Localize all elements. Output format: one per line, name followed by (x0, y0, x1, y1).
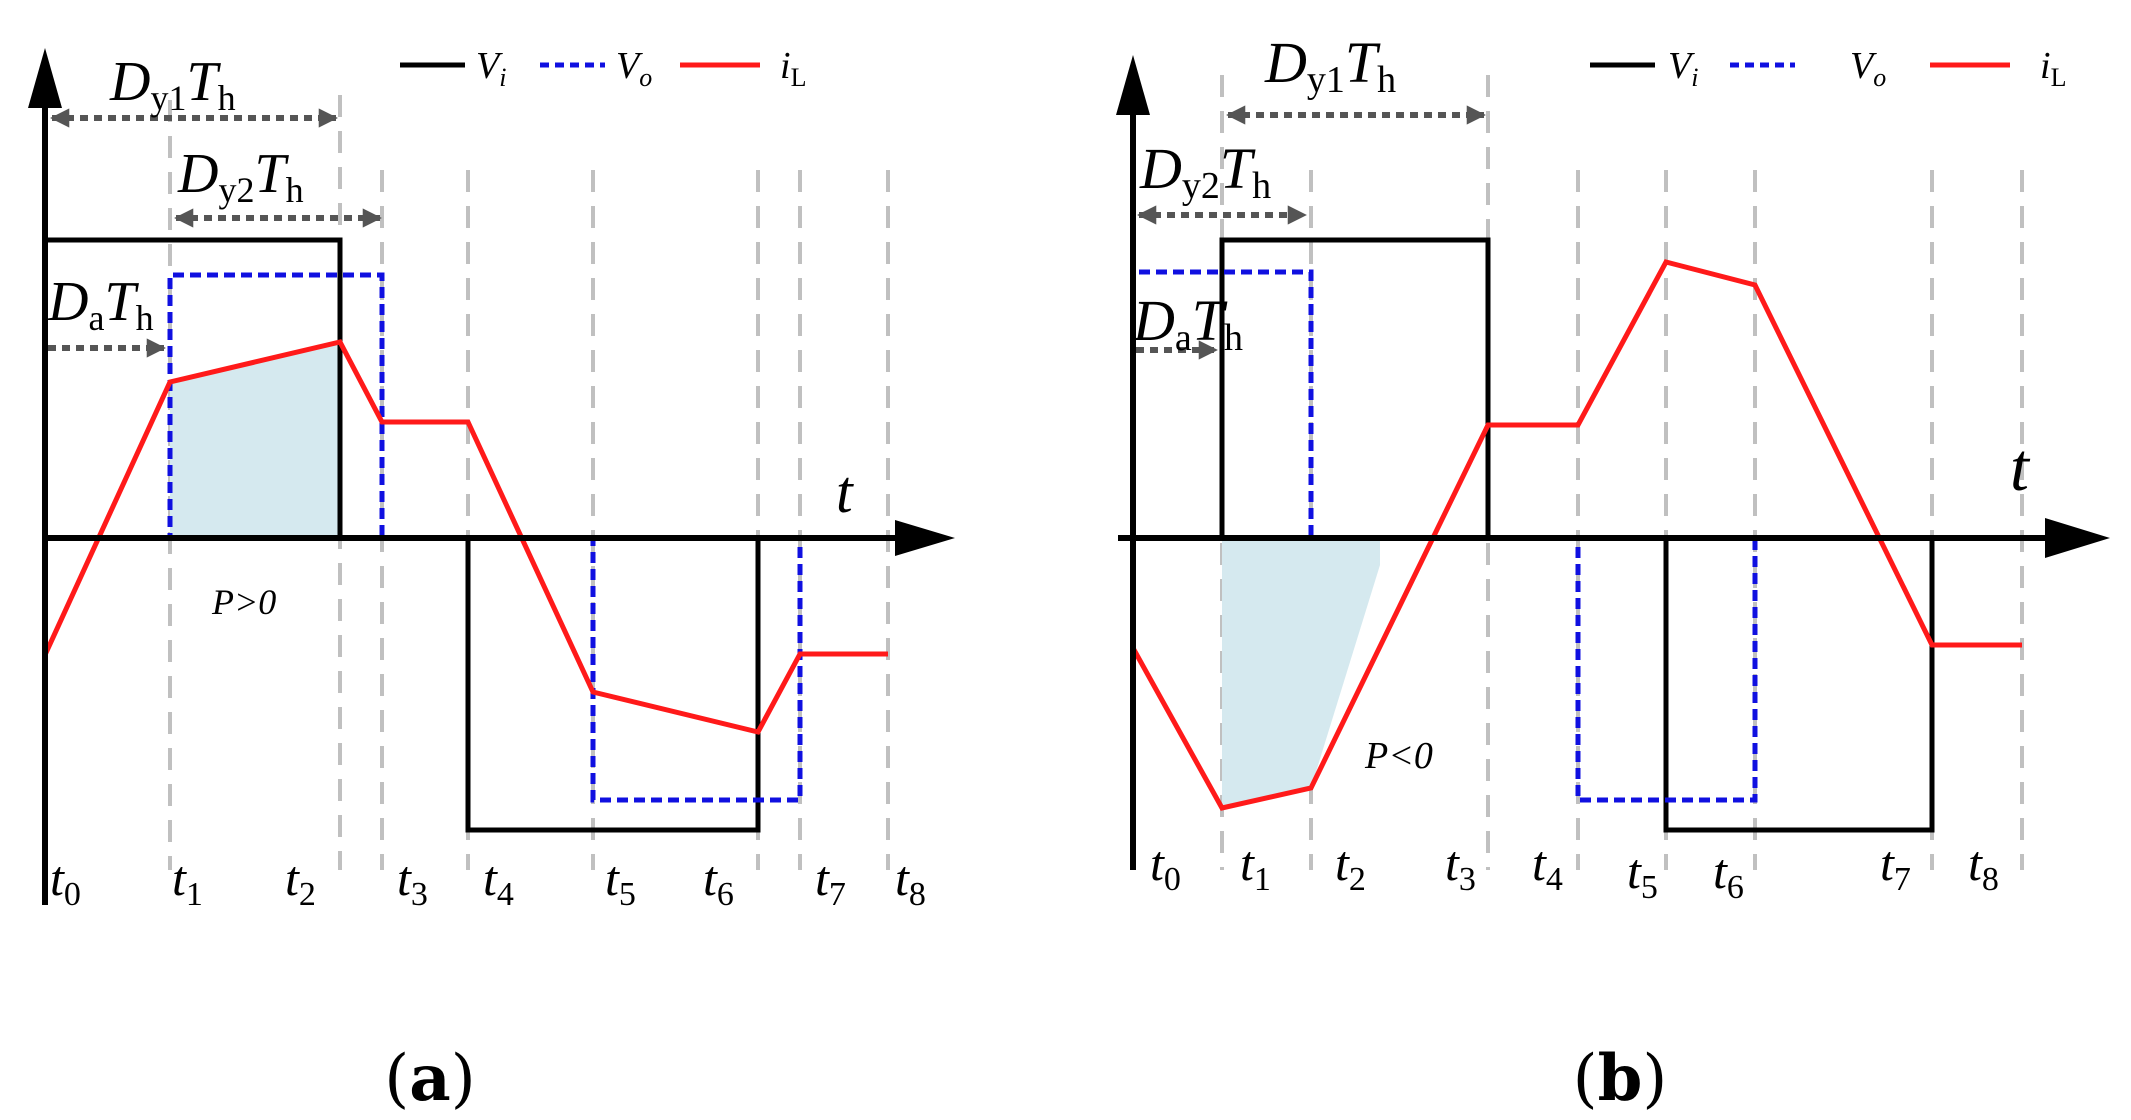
panel-b-power-label: P<0 (1364, 735, 1433, 777)
panel-b-label-t5: t5 (1627, 843, 1658, 906)
panel-b-label-t2: t2 (1335, 835, 1366, 898)
panel-a-da-label: DaTh (47, 271, 154, 338)
panel-b-label-t6: t6 (1713, 843, 1744, 906)
panel-b-caption: (b) (1573, 1041, 1668, 1116)
panel-b-label-t0: t0 (1150, 835, 1181, 898)
panel-a-time-labels: t0 t1 t2 t3 t4 t5 t6 t7 t8 (50, 850, 926, 913)
panel-b-vertical-axis-arrowhead (1116, 55, 1150, 115)
panel-b-label-t4: t4 (1532, 835, 1563, 898)
panel-b-dy2-label: Dy2Th (1139, 136, 1271, 207)
legend-a-vo-label: Vo (616, 45, 652, 92)
panel-b-power-area (1222, 538, 1380, 808)
panel-a-dy1-label: Dy1Th (109, 51, 236, 118)
legend-a-vi-label: Vi (476, 45, 506, 92)
panel-a-power-label: P>0 (211, 582, 276, 622)
panel-b-time-gridlines (1220, 75, 2024, 870)
panel-b-label-t1: t1 (1240, 835, 1271, 898)
panel-b-time-labels: t0 t1 t2 t3 t4 t5 t6 t7 t8 (1150, 835, 1999, 906)
panel-a-label-t1: t1 (172, 850, 203, 913)
panel-a-label-t6: t6 (703, 850, 734, 913)
panel-a-label-t0: t0 (50, 850, 81, 913)
panel-a-label-t5: t5 (605, 850, 636, 913)
panel-a-vo-waveform (45, 272, 888, 803)
panel-a-power-area (170, 342, 340, 538)
panel-a-dy2-label: Dy2Th (177, 143, 304, 210)
legend-b-vi-label: Vi (1668, 45, 1698, 92)
legend-a-il-label: iL (780, 45, 806, 92)
panel-a: t Dy1Th Dy2Th DaTh Vi Vo iL P>0 t0 (28, 45, 955, 1116)
panel-a-legend: Vi Vo iL (400, 45, 806, 92)
panel-a-vertical-axis-arrowhead (28, 48, 62, 108)
panel-a-time-axis-arrowhead (895, 520, 955, 556)
panel-a-label-t7: t7 (815, 850, 846, 913)
panel-a-caption: (a) (384, 1041, 475, 1116)
panel-a-label-t2: t2 (285, 850, 316, 913)
legend-b-il-label: iL (2040, 45, 2066, 92)
panel-b: t Dy1Th Dy2Th DaTh Vi Vo iL P<0 t0 (1116, 30, 2110, 1116)
panel-b-legend: Vi Vo iL (1590, 45, 2066, 92)
panel-b-il-waveform (1130, 259, 2022, 811)
panel-a-t-axis-label: t (836, 459, 854, 525)
panel-a-label-t8: t8 (895, 850, 926, 913)
panel-b-label-t3: t3 (1445, 835, 1476, 898)
panel-b-time-axis-arrowhead (2045, 518, 2110, 558)
legend-b-vo-label: Vo (1850, 45, 1886, 92)
panel-b-t-axis-label: t (2010, 429, 2031, 505)
panel-b-da-label: DaTh (1132, 288, 1243, 359)
panel-a-il-waveform (42, 339, 888, 735)
panel-b-label-t8: t8 (1968, 835, 1999, 898)
panel-a-label-t4: t4 (483, 850, 514, 913)
panel-b-dy1-label: Dy1Th (1264, 30, 1396, 101)
panel-a-label-t3: t3 (397, 850, 428, 913)
panel-b-label-t7: t7 (1880, 835, 1911, 898)
